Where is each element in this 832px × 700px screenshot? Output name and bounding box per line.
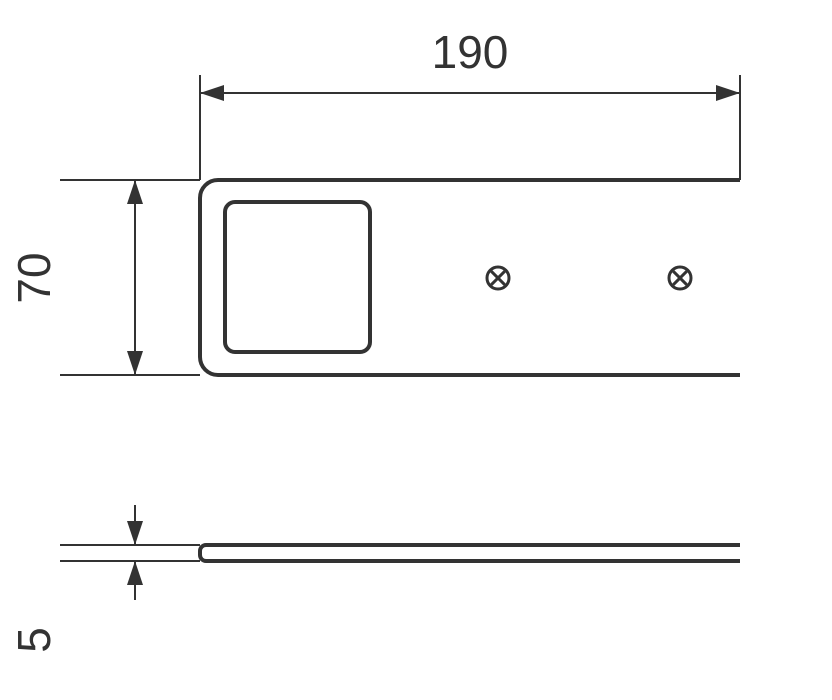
dimension-thickness-value: 5	[8, 627, 60, 653]
dimension-width: 190	[200, 26, 740, 180]
dimension-thickness: 5	[8, 505, 200, 653]
screw-icon	[669, 267, 691, 289]
dimension-width-value: 190	[432, 26, 509, 78]
dimension-height: 70	[8, 180, 200, 375]
dimension-height-value: 70	[8, 252, 60, 303]
top-view	[200, 180, 740, 375]
screw-icon	[487, 267, 509, 289]
side-view	[200, 545, 740, 561]
